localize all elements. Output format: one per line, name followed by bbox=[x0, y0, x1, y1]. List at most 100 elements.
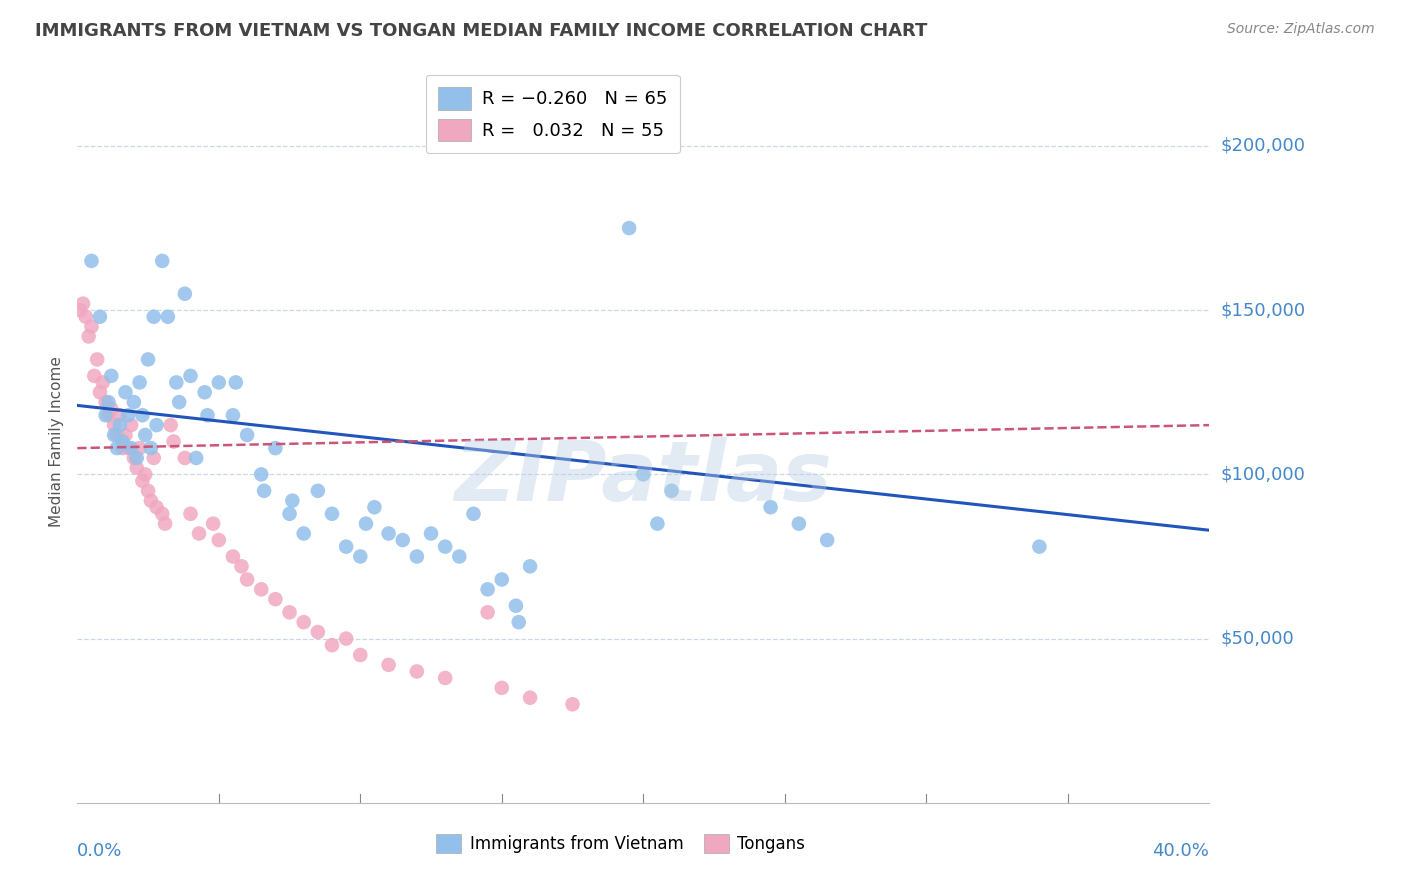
Text: 40.0%: 40.0% bbox=[1153, 842, 1209, 860]
Point bbox=[80, 319, 103, 334]
Point bbox=[167, 395, 190, 409]
Point bbox=[142, 310, 165, 324]
Point bbox=[111, 434, 134, 449]
Point bbox=[122, 395, 145, 409]
Point bbox=[406, 665, 429, 679]
Point bbox=[349, 648, 371, 662]
Text: $100,000: $100,000 bbox=[1220, 466, 1305, 483]
Point bbox=[406, 549, 429, 564]
Point bbox=[103, 428, 125, 442]
Point bbox=[120, 418, 142, 433]
Point bbox=[633, 467, 655, 482]
Point bbox=[100, 401, 122, 416]
Point bbox=[264, 441, 287, 455]
Point bbox=[449, 549, 471, 564]
Point bbox=[117, 409, 139, 423]
Point bbox=[250, 582, 273, 597]
Point bbox=[363, 500, 385, 515]
Point bbox=[236, 428, 259, 442]
Point bbox=[1028, 540, 1050, 554]
Point bbox=[188, 526, 211, 541]
Point bbox=[787, 516, 810, 531]
Point bbox=[335, 632, 357, 646]
Point bbox=[208, 376, 231, 390]
Point bbox=[153, 516, 176, 531]
Point bbox=[72, 296, 94, 310]
Legend: Immigrants from Vietnam, Tongans: Immigrants from Vietnam, Tongans bbox=[430, 827, 811, 860]
Point bbox=[335, 540, 357, 554]
Point bbox=[225, 376, 247, 390]
Point bbox=[111, 441, 134, 455]
Point bbox=[162, 434, 184, 449]
Point bbox=[69, 303, 91, 318]
Point bbox=[180, 507, 202, 521]
Point bbox=[508, 615, 530, 630]
Point bbox=[159, 418, 181, 433]
Point bbox=[120, 441, 142, 455]
Point bbox=[128, 441, 150, 455]
Point bbox=[83, 368, 105, 383]
Point bbox=[125, 460, 148, 475]
Point bbox=[264, 592, 287, 607]
Point bbox=[89, 310, 111, 324]
Point bbox=[125, 450, 148, 465]
Point bbox=[139, 493, 162, 508]
Point bbox=[253, 483, 276, 498]
Point bbox=[108, 418, 131, 433]
Point bbox=[222, 549, 245, 564]
Point bbox=[142, 450, 165, 465]
Point bbox=[80, 253, 103, 268]
Text: $150,000: $150,000 bbox=[1220, 301, 1305, 319]
Point bbox=[114, 385, 136, 400]
Point bbox=[307, 483, 329, 498]
Point bbox=[292, 526, 315, 541]
Point bbox=[321, 507, 343, 521]
Text: $200,000: $200,000 bbox=[1220, 137, 1305, 155]
Point bbox=[222, 409, 245, 423]
Point bbox=[86, 352, 108, 367]
Point bbox=[134, 428, 156, 442]
Point bbox=[186, 450, 208, 465]
Point bbox=[236, 573, 259, 587]
Point bbox=[321, 638, 343, 652]
Point bbox=[491, 681, 513, 695]
Point bbox=[94, 409, 117, 423]
Point bbox=[131, 409, 153, 423]
Point bbox=[434, 540, 457, 554]
Point bbox=[519, 690, 541, 705]
Point bbox=[136, 483, 159, 498]
Point bbox=[77, 329, 100, 343]
Point bbox=[136, 352, 159, 367]
Point bbox=[377, 657, 399, 672]
Point bbox=[156, 310, 179, 324]
Point bbox=[75, 310, 97, 324]
Point bbox=[194, 385, 217, 400]
Point bbox=[477, 605, 499, 619]
Point bbox=[391, 533, 413, 547]
Point bbox=[103, 418, 125, 433]
Point bbox=[231, 559, 253, 574]
Point bbox=[202, 516, 225, 531]
Point bbox=[131, 474, 153, 488]
Point bbox=[114, 428, 136, 442]
Point bbox=[477, 582, 499, 597]
Point bbox=[354, 516, 377, 531]
Point bbox=[197, 409, 219, 423]
Point bbox=[505, 599, 527, 613]
Point bbox=[91, 376, 114, 390]
Point bbox=[278, 605, 301, 619]
Point bbox=[377, 526, 399, 541]
Point bbox=[150, 253, 173, 268]
Point bbox=[463, 507, 485, 521]
Point bbox=[139, 441, 162, 455]
Point bbox=[491, 573, 513, 587]
Point bbox=[145, 418, 167, 433]
Point bbox=[122, 450, 145, 465]
Point bbox=[173, 450, 195, 465]
Point bbox=[108, 409, 131, 423]
Point bbox=[97, 409, 120, 423]
Point bbox=[420, 526, 443, 541]
Text: Source: ZipAtlas.com: Source: ZipAtlas.com bbox=[1227, 22, 1375, 37]
Point bbox=[97, 395, 120, 409]
Point bbox=[307, 625, 329, 640]
